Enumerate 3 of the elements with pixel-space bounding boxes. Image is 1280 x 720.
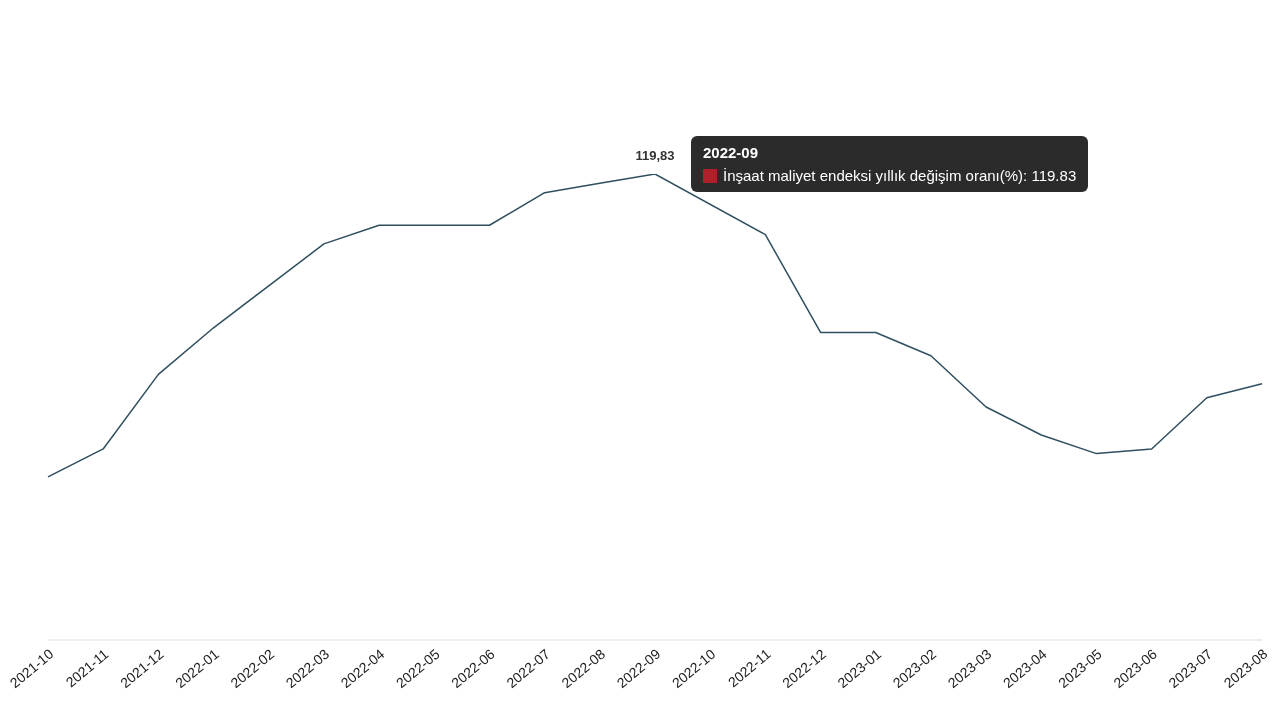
annotation: 119,83 — [635, 148, 675, 163]
annotation: İnşaat maliyet endeksi yıllık değişim oranı(%): 119.83 — [723, 167, 1077, 184]
tooltip-box: 2022-09 İnşaat maliyet endeksi yıllık değişim oranı(%): 119.83 — [691, 136, 1089, 192]
